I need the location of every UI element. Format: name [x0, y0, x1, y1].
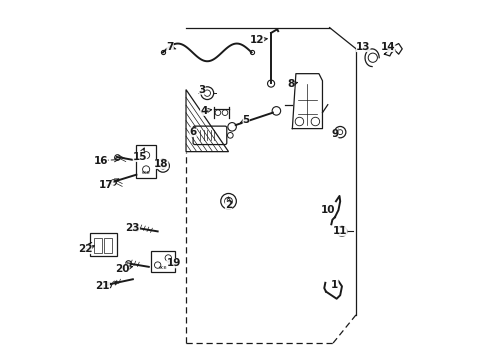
Bar: [104, 238, 112, 253]
Bar: [94, 238, 102, 253]
Bar: [90, 233, 117, 256]
Text: 6: 6: [189, 127, 196, 137]
Text: 9: 9: [331, 129, 338, 139]
Text: 11: 11: [332, 226, 347, 237]
Text: 8: 8: [286, 79, 294, 89]
Bar: [136, 145, 156, 178]
Bar: [150, 251, 175, 272]
Text: 5: 5: [242, 115, 249, 125]
Text: 12: 12: [249, 35, 264, 45]
Text: 14: 14: [380, 42, 395, 52]
Text: 16: 16: [94, 156, 108, 166]
Text: 17: 17: [99, 180, 113, 190]
Text: 10: 10: [320, 205, 334, 215]
Text: 21: 21: [95, 281, 110, 291]
Text: 15: 15: [132, 152, 147, 162]
Text: 22: 22: [78, 244, 92, 254]
Text: 18: 18: [154, 159, 168, 169]
Text: 19: 19: [166, 258, 181, 268]
Text: 20: 20: [115, 264, 129, 274]
Text: 23: 23: [125, 223, 140, 233]
Text: 7: 7: [166, 42, 173, 52]
Text: ece: ece: [142, 170, 150, 175]
Text: 3: 3: [198, 85, 205, 95]
Text: 4: 4: [200, 106, 207, 116]
Text: 2: 2: [224, 200, 232, 210]
Text: 13: 13: [355, 42, 370, 52]
Text: 1: 1: [330, 280, 338, 289]
Text: ece: ece: [158, 265, 167, 270]
